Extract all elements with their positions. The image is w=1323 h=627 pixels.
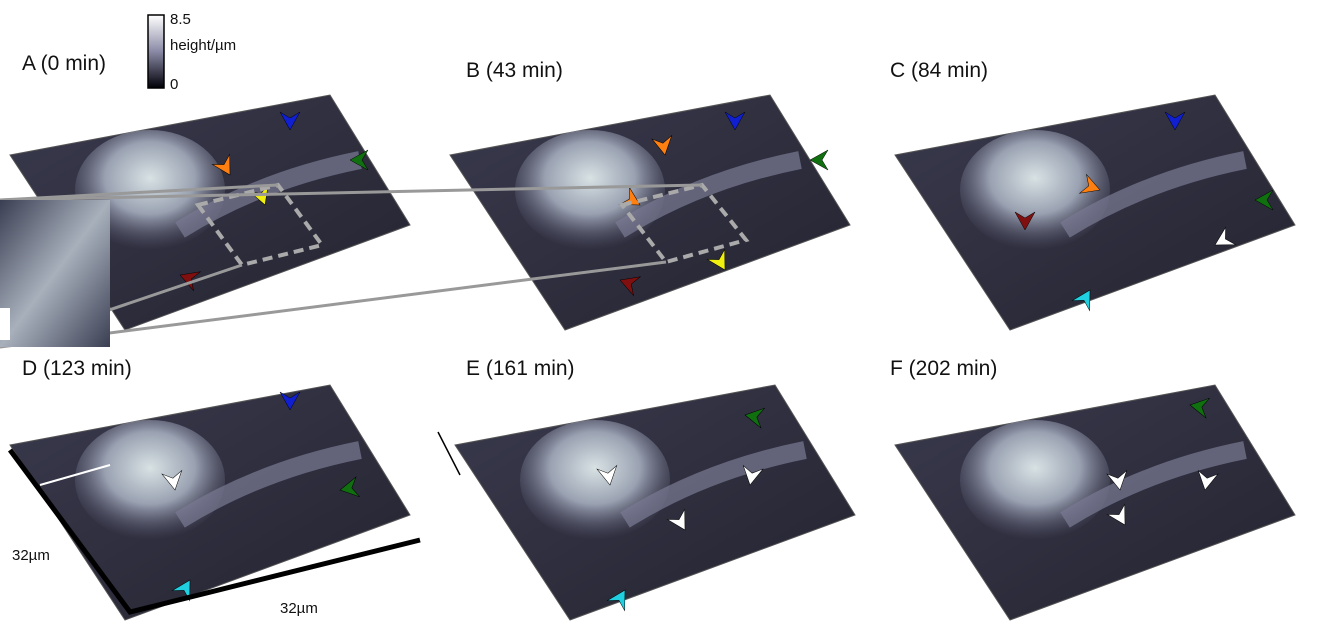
scale-bottom: 32µm <box>280 600 318 617</box>
figure: 8.5 height/µm 0 A (0 min) B (43 min) C (… <box>0 0 1323 622</box>
panel-label: A (0 min) <box>22 52 106 75</box>
panel-label: D (123 min) <box>22 357 132 380</box>
scale-side: 32µm <box>12 547 50 564</box>
inset <box>0 200 110 347</box>
colorbar <box>148 15 164 88</box>
panel-label: B (43 min) <box>466 59 563 82</box>
colorbar-label: height/µm <box>170 37 236 54</box>
cell-body <box>960 420 1110 540</box>
inset-scale-bar <box>0 308 10 340</box>
panel-label: E (161 min) <box>466 357 575 380</box>
panels <box>0 95 1295 620</box>
colorbar-max: 8.5 <box>170 11 191 28</box>
cell-body <box>520 420 670 540</box>
panel-label: F (202 min) <box>890 357 997 380</box>
cell-body <box>75 420 225 540</box>
view-arrow <box>438 432 460 475</box>
panel-label: C (84 min) <box>890 59 988 82</box>
colorbar-min: 0 <box>170 76 178 93</box>
